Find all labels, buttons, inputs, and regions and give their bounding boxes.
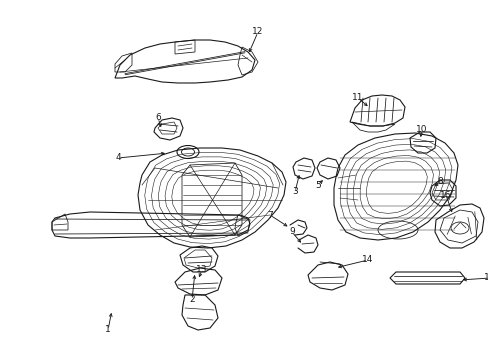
Text: 11: 11: [351, 94, 363, 103]
Text: 15: 15: [483, 274, 488, 283]
Text: 8: 8: [436, 177, 442, 186]
Ellipse shape: [177, 145, 199, 158]
Text: 1: 1: [105, 325, 111, 334]
Text: 12: 12: [252, 27, 263, 36]
Text: 2: 2: [189, 296, 194, 305]
Ellipse shape: [181, 148, 194, 156]
Text: 14: 14: [362, 256, 373, 265]
Text: 16: 16: [439, 190, 451, 199]
Text: 9: 9: [288, 228, 294, 237]
Text: 7: 7: [266, 211, 272, 220]
Text: 3: 3: [291, 188, 297, 197]
Text: 10: 10: [415, 126, 427, 135]
Text: 4: 4: [115, 153, 121, 162]
Text: 13: 13: [196, 266, 207, 274]
Text: 5: 5: [314, 180, 320, 189]
Text: 6: 6: [155, 113, 161, 122]
